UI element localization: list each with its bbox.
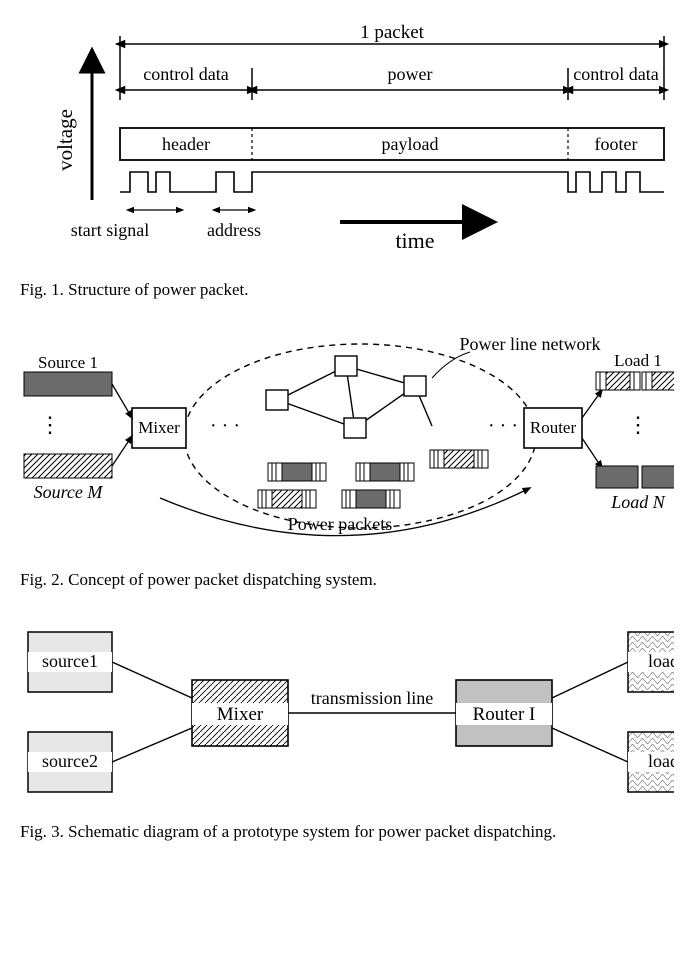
fig3-caption: Fig. 3. Schematic diagram of a prototype… <box>20 822 674 842</box>
fig3-source1-label: source1 <box>42 651 98 671</box>
fig2-packets <box>258 450 488 508</box>
fig2-sourcem-label: Source M <box>34 482 104 502</box>
fig3-source2-label: source2 <box>42 751 98 771</box>
fig3-tl-label: transmission line <box>311 688 434 708</box>
fig3-load2-label: load2 <box>648 751 674 771</box>
fig3-svg: source1 source2 Mixer Router I transmiss… <box>20 618 674 808</box>
fig2-router-label: Router <box>530 418 577 437</box>
fig1-power-label: power <box>388 64 433 84</box>
svg-text:⋮: ⋮ <box>39 412 61 437</box>
fig1-header-label: header <box>162 134 210 154</box>
fig3-router-label: Router I <box>473 704 536 725</box>
fig1-startsignal-label: start signal <box>71 220 150 240</box>
fig1-caption: Fig. 1. Structure of power packet. <box>20 280 674 300</box>
fig2-caption: Fig. 2. Concept of power packet dispatch… <box>20 570 674 590</box>
fig2-plnetwork-label: Power line network <box>460 334 601 354</box>
fig2-load1-label: Load 1 <box>614 351 662 370</box>
fig1-waveform <box>120 172 664 192</box>
fig3-load1-label: load1 <box>648 651 674 671</box>
fig3-mixer-label: Mixer <box>217 704 264 725</box>
svg-text:· · ·: · · · <box>210 415 240 437</box>
svg-text:⋮: ⋮ <box>627 412 649 437</box>
fig1-packet-label: 1 packet <box>360 22 425 43</box>
fig2-mixer-label: Mixer <box>138 418 180 437</box>
svg-text:· · ·: · · · <box>488 415 518 437</box>
fig1-address-label: address <box>207 220 261 240</box>
fig1-voltage-label: voltage <box>53 109 77 171</box>
fig2-source1-label: Source 1 <box>38 353 98 372</box>
fig2-loadn-label: Load N <box>610 492 666 512</box>
fig1-footer-label: footer <box>595 134 638 154</box>
fig1-controldata-r: control data <box>573 64 658 84</box>
fig1-payload-label: payload <box>382 134 439 154</box>
fig1-svg: voltage 1 packet control data power cont… <box>20 20 674 266</box>
fig2-packets-label: Power packets <box>288 514 392 534</box>
fig1-time-label: time <box>395 228 434 253</box>
fig1-controldata-l: control data <box>143 64 228 84</box>
fig2-svg: Power line network Source 1 Source M ⋮ M… <box>20 328 674 556</box>
